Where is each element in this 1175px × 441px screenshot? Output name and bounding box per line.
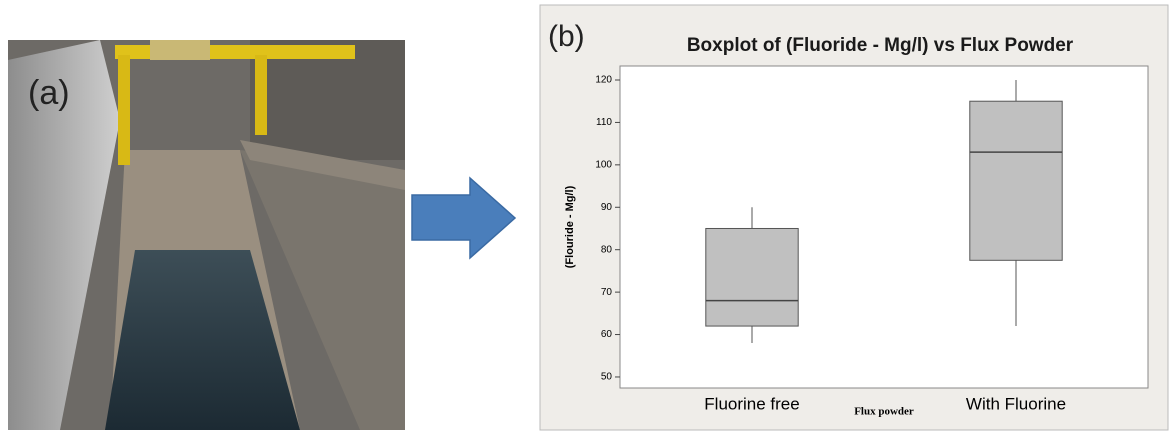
arrow <box>412 178 515 258</box>
figure: (a) (b) Boxplot of (Fluoride - Mg/l) vs … <box>0 0 1175 436</box>
y-tick-label: 100 <box>595 159 612 170</box>
panel-label: (b) <box>548 20 585 53</box>
box <box>970 101 1062 260</box>
y-axis-label: (Flouride - Mg/l) <box>564 185 576 268</box>
y-tick-label: 90 <box>601 202 613 213</box>
panel-label: (a) <box>28 74 70 112</box>
y-tick-label: 70 <box>601 287 613 298</box>
chart-title: Boxplot of (Fluoride - Mg/l) vs Flux Pow… <box>687 35 1074 56</box>
y-tick-label: 60 <box>601 329 613 340</box>
y-tick-label: 110 <box>596 117 612 128</box>
chart: (b) Boxplot of (Fluoride - Mg/l) vs Flux… <box>540 5 1168 430</box>
x-tick-label: Fluorine free <box>704 394 799 413</box>
x-tick-label: With Fluorine <box>966 394 1066 413</box>
y-tick-label: 50 <box>601 372 613 383</box>
y-tick-label: 120 <box>595 75 612 86</box>
x-axis-label: Flux powder <box>854 406 914 418</box>
photo: (a) <box>8 40 405 430</box>
box <box>706 228 798 326</box>
plot-area <box>620 66 1148 388</box>
y-tick-label: 80 <box>601 244 613 255</box>
